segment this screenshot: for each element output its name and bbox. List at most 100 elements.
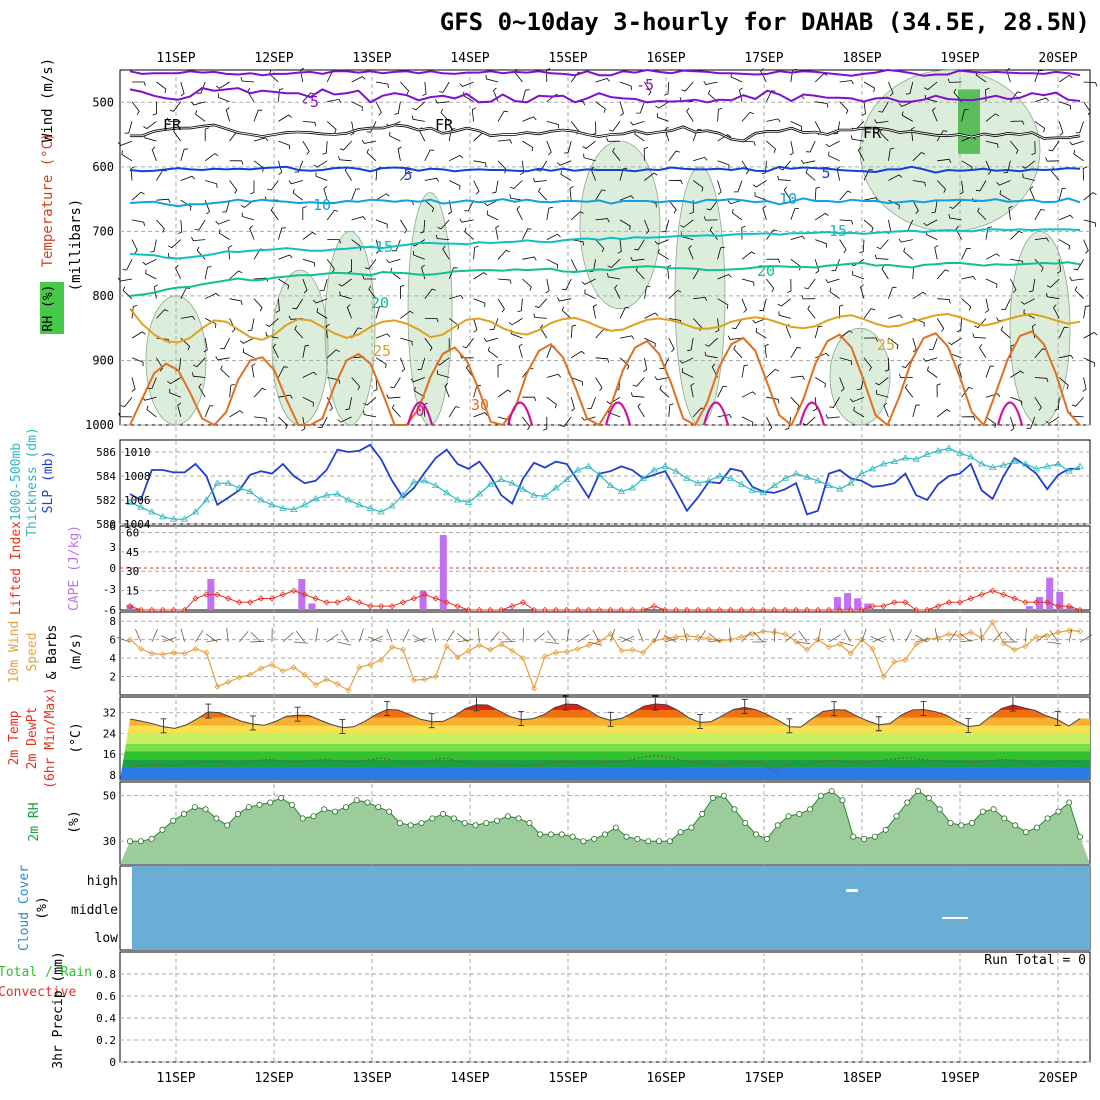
wind-speed-marker: [913, 641, 920, 648]
rh-marker: [548, 831, 555, 838]
wind-barb: [1000, 326, 1011, 339]
wind-barb: [122, 286, 133, 299]
wind-barb: [668, 179, 683, 185]
wind-barb: [447, 200, 452, 215]
wind-barb: [497, 363, 502, 378]
wind-barb: [178, 219, 183, 235]
thickness-marker: [388, 502, 396, 509]
wind-barb: [325, 323, 330, 339]
wind-speed-marker: [410, 677, 417, 684]
wind-barb: [229, 160, 244, 165]
wind-barb: [766, 140, 776, 153]
wind-barb: [692, 129, 702, 142]
wind-barb: [278, 88, 284, 102]
surface-wind-barb: [592, 629, 600, 643]
wind-barb: [977, 207, 987, 221]
lifted-index-marker: [181, 606, 188, 614]
cloud-gap-middle: [942, 917, 968, 919]
wind-barb: [390, 377, 401, 389]
wind-axis-title: Wind (m/s): [40, 58, 56, 142]
wind-barb: [717, 385, 727, 398]
rh-marker: [461, 820, 468, 827]
wind-barb: [777, 298, 792, 307]
rh-marker: [1023, 829, 1030, 836]
wind-barb: [617, 239, 622, 254]
wind-barb: [956, 318, 962, 332]
surface-wind-barb: [457, 639, 472, 643]
wind-barb: [829, 287, 840, 300]
wind-barb: [1006, 67, 1011, 83]
wind-speed-marker: [945, 631, 953, 638]
wind-barb: [680, 219, 694, 228]
wind-barb: [800, 159, 816, 164]
wind-barb: [489, 318, 499, 330]
wind-barb: [1048, 140, 1060, 152]
wind-barb: [302, 231, 317, 240]
wind-speed-marker: [498, 641, 505, 648]
wind-barb: [778, 160, 792, 171]
wind-barb: [814, 73, 828, 83]
wind-barb: [322, 141, 328, 155]
wind-barb: [814, 186, 820, 201]
contour-label: FR: [435, 116, 454, 134]
surface-wind-barb: [1036, 632, 1048, 643]
wind-barb: [912, 180, 926, 187]
wind-barb: [693, 156, 708, 162]
rh-marker: [871, 833, 878, 840]
thickness-marker: [715, 472, 724, 479]
isotherm-5: [129, 165, 1081, 174]
lifted-index-marker: [869, 603, 876, 610]
thickness-marker: [912, 455, 920, 462]
wind-barb: [522, 89, 530, 102]
wind-barb: [787, 278, 792, 293]
wind-barb: [839, 190, 852, 201]
rh-marker: [353, 797, 360, 804]
wind-barb: [509, 194, 523, 201]
lifted-index-marker: [421, 591, 428, 598]
rh-marker: [1066, 799, 1073, 806]
wind-speed-marker: [454, 654, 461, 661]
wind-barb: [394, 101, 401, 115]
rh-marker: [127, 838, 134, 845]
wind-barb: [612, 147, 621, 162]
contour-label: 10: [779, 190, 797, 208]
wind-barb: [278, 278, 290, 290]
wind-speed-marker: [814, 636, 821, 643]
wind-barb: [705, 337, 718, 347]
wind-barb: [351, 188, 360, 201]
rh-marker: [677, 829, 684, 836]
wind-barb: [400, 81, 410, 95]
thickness-marker: [901, 454, 909, 461]
wind-barb: [326, 259, 335, 273]
wind-speed-marker: [148, 650, 155, 657]
wind-barb: [878, 101, 889, 113]
wind-barb: [814, 325, 823, 339]
wind-barb: [247, 318, 255, 332]
surface-wind-barb: [916, 637, 930, 643]
temp-minmax-bar: [518, 711, 525, 727]
wind-barb: [863, 308, 876, 319]
rh-marker: [936, 806, 943, 813]
cape-bar: [1025, 606, 1033, 610]
rh-marker: [288, 801, 295, 808]
wind-barb: [929, 337, 938, 350]
lifted-index-marker: [618, 606, 625, 614]
wind-barb: [717, 160, 730, 169]
wind-barb: [979, 344, 987, 359]
wind-barb: [948, 214, 962, 221]
wind-barb: [1010, 230, 1023, 240]
rh-tick: 30: [103, 835, 116, 848]
wind-speed-marker: [967, 629, 974, 636]
temp-axis-title: 2m Temp: [7, 710, 22, 765]
wind-barb: [1034, 237, 1049, 242]
isotherm--12: [129, 68, 1081, 77]
wind-barb: [912, 291, 927, 300]
wind-barb: [912, 152, 926, 162]
lifted-index-marker: [530, 606, 538, 614]
wind-barb: [195, 110, 206, 122]
lifted-index-marker: [279, 591, 286, 598]
rh-marker: [720, 792, 727, 799]
lifted-index-marker: [978, 591, 985, 598]
wind-barb: [313, 298, 328, 304]
